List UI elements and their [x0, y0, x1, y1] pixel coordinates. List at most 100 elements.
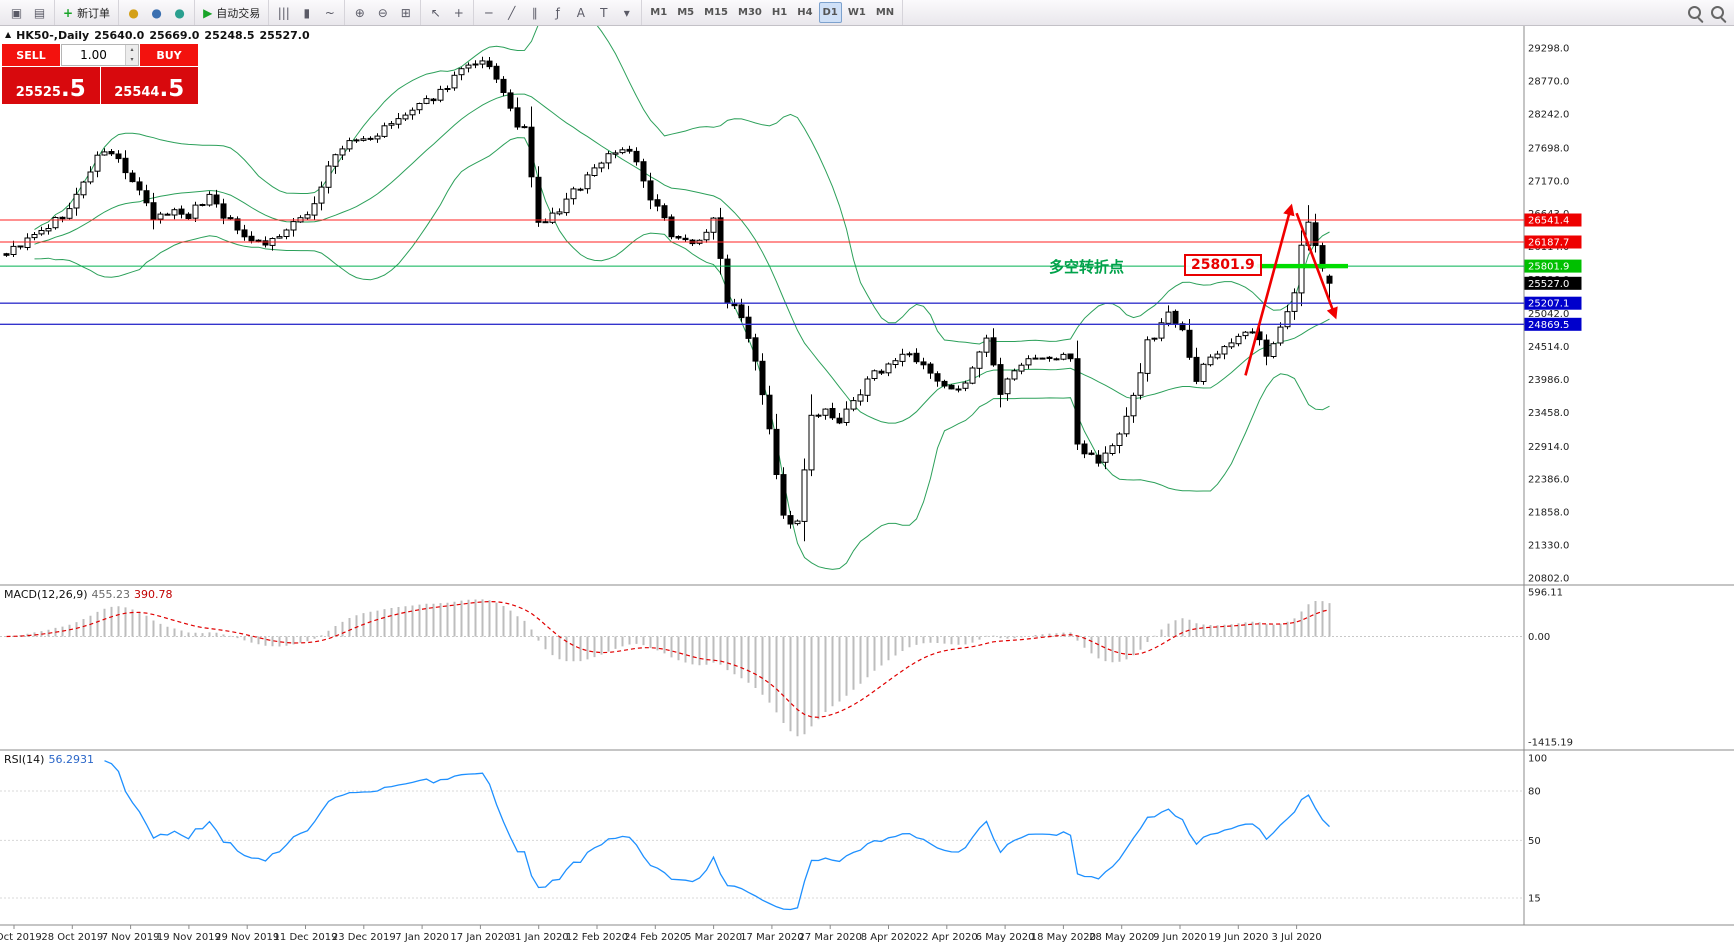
horizontal-line-button[interactable]: ─ — [478, 2, 499, 23]
highlight-level-segment[interactable] — [1257, 263, 1348, 269]
trend-arrows[interactable] — [1244, 203, 1338, 376]
rsi-scale-label: 100 — [1528, 754, 1547, 765]
turning-point-annotation[interactable]: 多空转折点 — [1049, 258, 1125, 276]
tf-h1-button[interactable]: H1 — [768, 2, 791, 23]
svg-text:25207.1: 25207.1 — [1528, 299, 1569, 310]
svg-text:28242.0: 28242.0 — [1528, 109, 1569, 120]
current-price-badge — [1524, 276, 1582, 290]
chart-search-button[interactable] — [1707, 2, 1728, 23]
order-group: + 新订单 — [55, 0, 120, 25]
svg-text:27698.0: 27698.0 — [1528, 143, 1569, 154]
crosshair-button[interactable]: + — [448, 2, 469, 23]
autotrade-group: ▶ 自动交易 — [195, 0, 270, 25]
tile-charts-icon: ⊞ — [400, 5, 411, 20]
sell-price-frac: .5 — [60, 76, 86, 102]
tf-m30-button[interactable]: M30 — [734, 2, 766, 23]
autotrade-play-icon: ▶ — [203, 5, 213, 20]
new-order-button[interactable]: + 新订单 — [59, 2, 114, 23]
macd-main-value: 455.23 — [91, 588, 131, 601]
trendline-button[interactable]: ╱ — [501, 2, 522, 23]
price-axis[interactable]: 29298.028770.028242.027698.027170.026643… — [1528, 44, 1573, 905]
windows-icon: ▤ — [33, 5, 46, 20]
zoom-out-button[interactable]: ⊖ — [372, 2, 393, 23]
candlestick-icon: ▮ — [303, 5, 311, 20]
volume-input[interactable] — [62, 45, 125, 65]
turning-point-price-label[interactable]: 25801.9 — [1184, 254, 1262, 276]
volume-up-button[interactable]: ▴ — [125, 45, 138, 55]
low-value: 25248.5 — [204, 29, 255, 42]
navigator-button[interactable]: ● — [169, 2, 190, 23]
svg-text:21858.0: 21858.0 — [1528, 508, 1569, 519]
chart-window: 29298.028770.028242.027698.027170.026643… — [0, 26, 1734, 949]
line-chart-button[interactable]: ~ — [319, 2, 340, 23]
channel-icon: ∥ — [531, 5, 538, 20]
date-label: 3 Jul 2020 — [1271, 932, 1321, 943]
tf-h1-button-label: H1 — [771, 7, 788, 18]
new-order-icon: + — [63, 5, 74, 20]
candlestick-chart-button[interactable]: ▮ — [296, 2, 317, 23]
tf-d1-button[interactable]: D1 — [818, 2, 842, 23]
macd-indicator-label: MACD(12,26,9) 455.23 390.78 — [4, 588, 173, 601]
volume-down-button[interactable]: ▾ — [125, 55, 138, 65]
chart-ohlc-header: ▲ HK50-,Daily 25640.0 25669.0 25248.5 25527.0 — [5, 29, 315, 42]
crosshair-icon: + — [453, 5, 464, 20]
date-label: 8 Apr 2020 — [861, 932, 916, 943]
autotrade-button[interactable]: ▶ 自动交易 — [199, 2, 264, 23]
rsi-scale-label: 50 — [1528, 836, 1541, 847]
new-window-button[interactable]: ▣ — [6, 2, 27, 23]
tile-charts-button[interactable]: ⊞ — [395, 2, 416, 23]
svg-text:22386.0: 22386.0 — [1528, 475, 1569, 486]
svg-text:25801.9: 25801.9 — [1528, 262, 1569, 273]
rsi-value: 56.2931 — [48, 753, 94, 766]
tf-m1-button[interactable]: M1 — [646, 2, 671, 23]
market-watch-button[interactable]: ● — [123, 2, 144, 23]
zoom-in-button[interactable]: ⊕ — [349, 2, 370, 23]
text-button[interactable]: A — [570, 2, 591, 23]
windows-group: ▣ ▤ — [2, 0, 55, 25]
zoom-out-icon: ⊖ — [377, 5, 388, 20]
buy-button[interactable]: BUY — [140, 44, 198, 66]
candle-wicks — [6, 56, 1330, 542]
volume-box: ▴ ▾ — [61, 44, 139, 66]
green-level-badge — [1524, 259, 1582, 273]
panels-group: ● ● ● — [119, 0, 196, 25]
tf-m15-button[interactable]: M15 — [700, 2, 732, 23]
macd-signal-value: 390.78 — [134, 588, 173, 601]
tf-h4-button[interactable]: H4 — [793, 2, 816, 23]
symbol-marker-icon: ▲ — [5, 30, 12, 39]
window-list-button[interactable]: ▤ — [29, 2, 50, 23]
svg-text:24869.5: 24869.5 — [1528, 320, 1569, 331]
date-label: 19 Nov 2019 — [157, 932, 221, 943]
channel-button[interactable]: ∥ — [524, 2, 545, 23]
label-button[interactable]: T — [593, 2, 614, 23]
chart-title: HK50-,Daily — [16, 29, 90, 42]
tf-mn-button[interactable]: MN — [872, 2, 898, 23]
sell-button[interactable]: SELL — [2, 44, 60, 66]
cursor-button[interactable]: ↖ — [425, 2, 446, 23]
date-label: 17 Mar 2020 — [740, 932, 803, 943]
buy-price[interactable]: 25544.5 — [100, 67, 198, 104]
sell-price[interactable]: 25525.5 — [2, 67, 100, 104]
price-badges: 26541.4 26187.7 25801.9 25527.0 25207.1 24869… — [1524, 213, 1582, 331]
data-window-button[interactable]: ● — [146, 2, 167, 23]
tf-m5-button[interactable]: M5 — [673, 2, 698, 23]
date-label: 29 Nov 2019 — [215, 932, 279, 943]
search-group — [1680, 0, 1732, 25]
symbol-search-button[interactable] — [1684, 2, 1705, 23]
cursor-icon: ↖ — [430, 5, 441, 20]
blue-level-badge — [1524, 317, 1582, 331]
bar-chart-button[interactable]: ||| — [273, 2, 294, 23]
red-level-badge — [1524, 213, 1582, 227]
symbol-search-icon — [1688, 6, 1701, 19]
one-click-trading-panel: SELL ▴ ▾ BUY 25525.5 25544.5 — [2, 44, 198, 104]
macd-scale-label: 596.11 — [1528, 588, 1563, 599]
fibonacci-button[interactable]: ƒ — [547, 2, 568, 23]
arrow-objects-icon: ▾ — [623, 5, 630, 20]
arrow-objects-button[interactable]: ▾ — [616, 2, 637, 23]
rsi-panel — [104, 760, 1330, 911]
window-icon: ▣ — [10, 5, 23, 20]
date-label: 12 Feb 2020 — [566, 932, 628, 943]
date-label: 31 Jan 2020 — [509, 932, 569, 943]
tf-w1-button[interactable]: W1 — [844, 2, 870, 23]
